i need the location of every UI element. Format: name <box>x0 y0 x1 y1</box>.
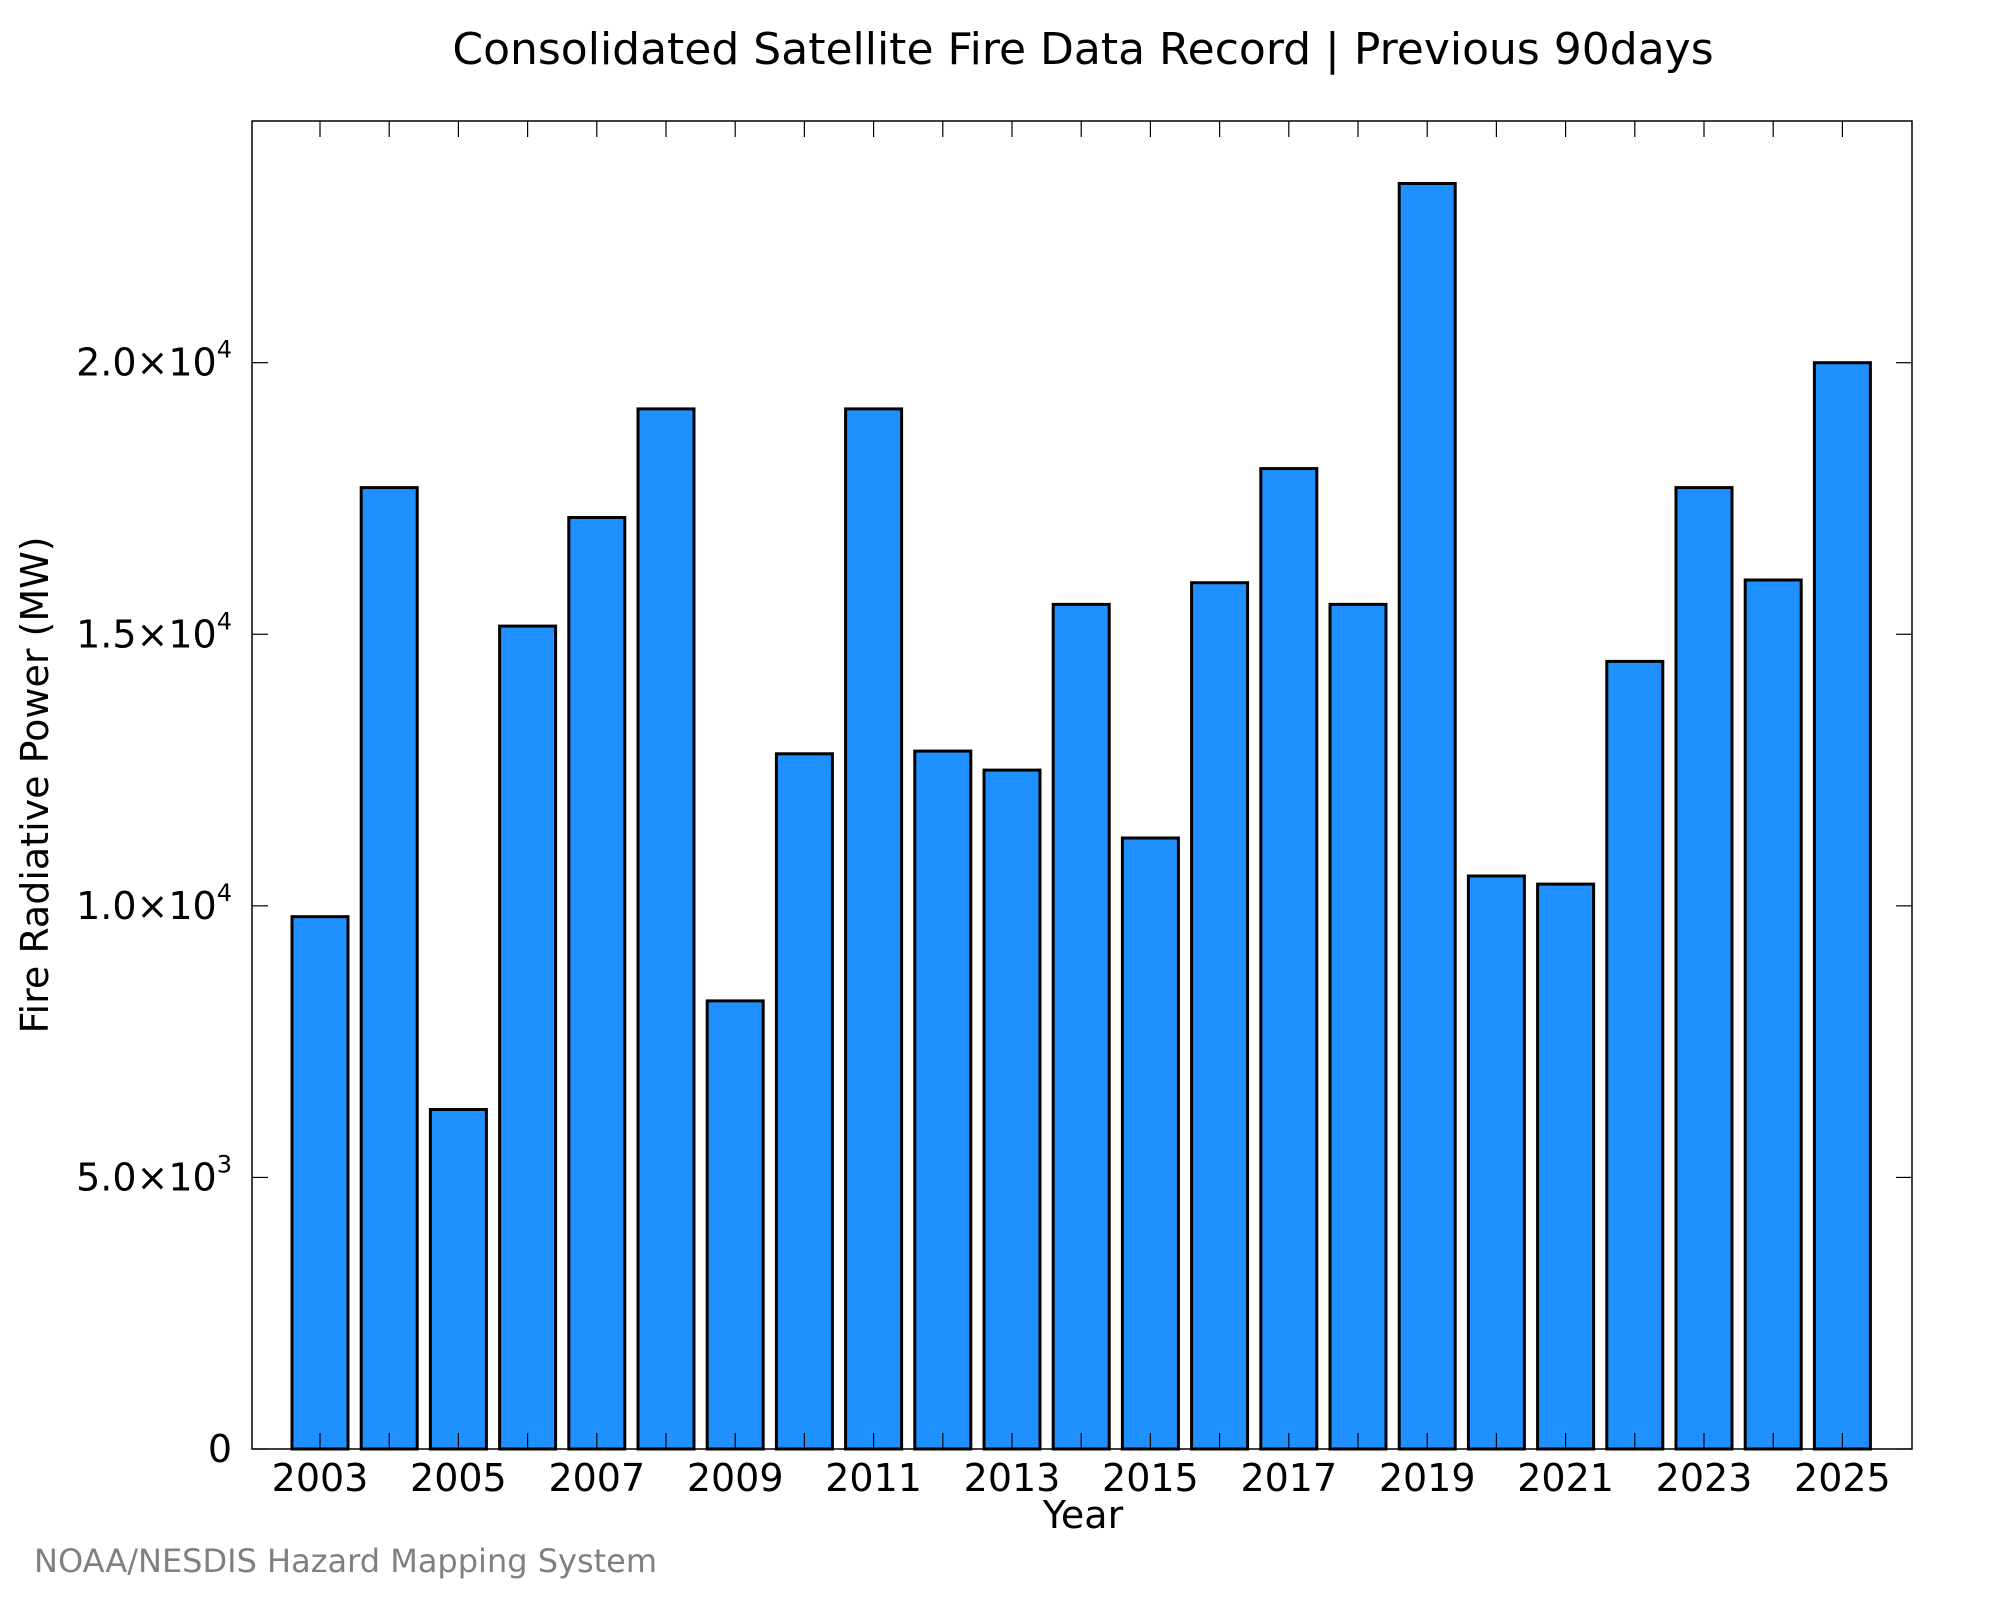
bar-2024 <box>1743 578 1803 1451</box>
bars-group <box>290 182 1872 1451</box>
x-tick-label-2025: 2025 <box>1794 1456 1891 1500</box>
bar-2019 <box>1397 182 1457 1451</box>
x-axis-label: Year <box>1042 1493 1124 1537</box>
bar-2004 <box>359 486 419 1451</box>
bar-2006 <box>498 624 558 1451</box>
bar-2008 <box>636 407 696 1451</box>
bar-2016 <box>1190 581 1250 1451</box>
y-tick-label: 5.0×103 <box>76 1150 232 1199</box>
y-tick-label: 1.5×104 <box>76 607 232 656</box>
y-tick-label: 2.0×104 <box>76 336 232 385</box>
x-tick-label-2019: 2019 <box>1379 1456 1476 1500</box>
y-tick-label: 1.0×104 <box>76 879 232 928</box>
chart-title: Consolidated Satellite Fire Data Record … <box>452 24 1713 75</box>
x-tick-label-2005: 2005 <box>410 1456 507 1500</box>
x-tick-label-2021: 2021 <box>1517 1456 1614 1500</box>
x-tick-label-2003: 2003 <box>272 1456 369 1500</box>
bar-2005 <box>428 1108 488 1451</box>
bar-2017 <box>1259 467 1319 1451</box>
bar-2010 <box>774 752 834 1451</box>
bar-2022 <box>1605 659 1665 1451</box>
y-tick-label: 0 <box>208 1427 232 1471</box>
bar-2013 <box>982 768 1042 1451</box>
bar-2021 <box>1536 882 1596 1451</box>
bar-2018 <box>1328 602 1388 1451</box>
bar-2009 <box>705 999 765 1451</box>
x-tick-label-2007: 2007 <box>548 1456 645 1500</box>
ticks-group <box>252 121 1912 1450</box>
plot-frame <box>251 120 1913 1450</box>
x-tick-label-2017: 2017 <box>1240 1456 1337 1500</box>
x-tick-label-2013: 2013 <box>964 1456 1061 1500</box>
x-tick-label-2011: 2011 <box>825 1456 922 1500</box>
x-tick-label-2023: 2023 <box>1656 1456 1753 1500</box>
y-tick-labels: 0 5.0×103 1.0×104 1.5×104 2.0×104 <box>76 336 232 1471</box>
bar-2003 <box>290 915 350 1451</box>
bar-2012 <box>913 749 973 1451</box>
x-tick-label-2009: 2009 <box>687 1456 784 1500</box>
bar-2015 <box>1120 836 1180 1451</box>
bar-2025 <box>1812 361 1872 1451</box>
bar-2011 <box>844 407 904 1451</box>
bar-2020 <box>1466 874 1526 1451</box>
y-axis-label: Fire Radiative Power (MW) <box>13 536 57 1033</box>
bar-2014 <box>1051 602 1111 1451</box>
x-tick-label-2015: 2015 <box>1102 1456 1199 1500</box>
x-tick-labels: 2003 2005 2007 2009 2011 2013 2015 2017 2019 2021… <box>272 1456 1891 1500</box>
credit-text: NOAA/NESDIS Hazard Mapping System <box>34 1542 657 1580</box>
bar-2007 <box>567 516 627 1451</box>
bar-2023 <box>1674 486 1734 1451</box>
